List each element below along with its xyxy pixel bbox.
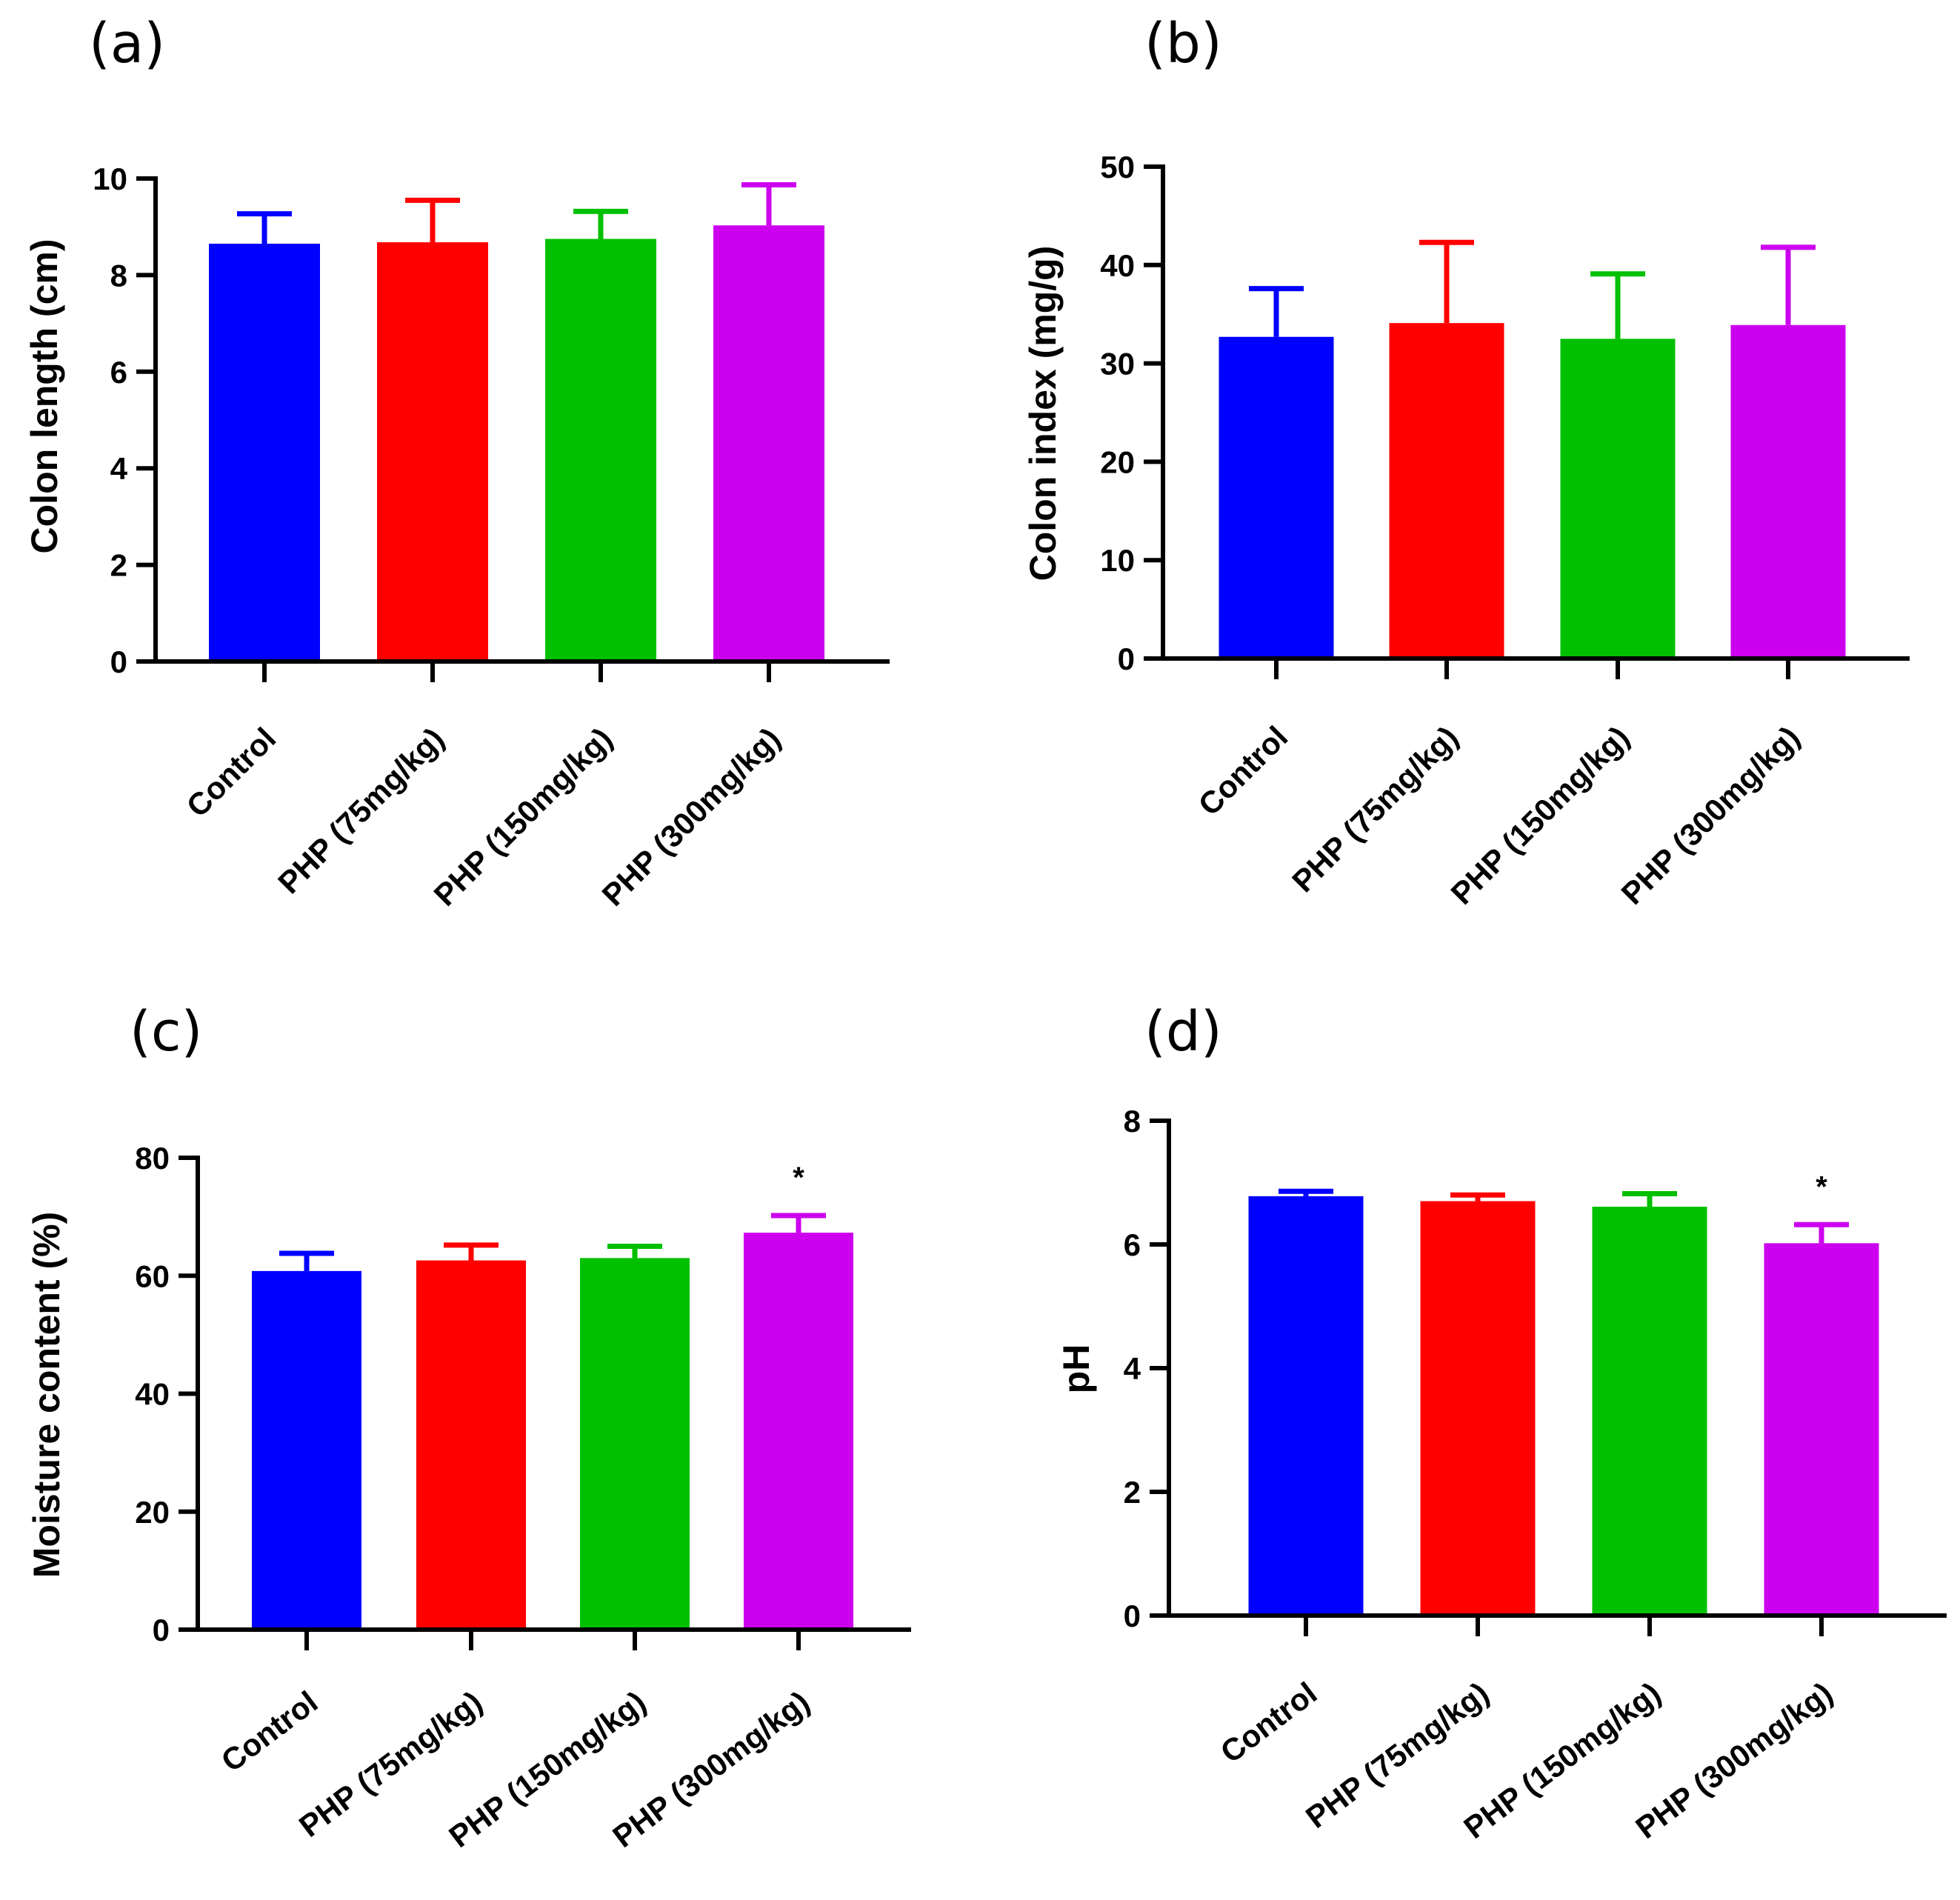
bar [1592,1207,1707,1616]
y-tick-label: 40 [1100,248,1135,283]
bar [209,244,320,661]
bar [1764,1243,1879,1616]
x-tick-label: Control [1192,719,1295,822]
y-tick-label: 2 [110,548,127,583]
y-tick-label: 10 [93,161,127,196]
y-tick-label: 6 [110,355,127,390]
bar [1730,324,1846,659]
significance-mark: * [1816,1170,1827,1203]
y-tick-label: 50 [1100,150,1135,184]
bar [416,1260,526,1630]
x-tick-label: PHP (75mg/kg) [1285,719,1464,899]
x-tick-label: PHP (150mg/kg) [427,721,619,913]
bar [1248,1196,1364,1616]
bar [1560,339,1676,659]
bar [580,1258,690,1630]
bar [545,239,656,661]
y-tick-label: 60 [135,1259,170,1293]
bar [252,1270,361,1630]
bar [744,1233,853,1630]
x-tick-label: PHP (300mg/kg) [1615,719,1807,911]
y-tick-label: 4 [1124,1351,1141,1386]
y-axis-title: Colon index (mg/g) [1022,246,1064,581]
y-tick-label: 0 [153,1613,170,1647]
y-tick-label: 40 [135,1377,170,1412]
panel-label: (a) [89,12,165,76]
y-tick-label: 2 [1124,1475,1141,1510]
significance-mark: * [793,1161,804,1194]
bar [1420,1201,1536,1616]
x-tick-label: PHP (300mg/kg) [596,721,787,913]
y-tick-label: 30 [1100,347,1135,381]
bar [1219,336,1334,659]
x-tick-label: PHP (150mg/kg) [1444,719,1636,911]
bar [377,242,488,662]
x-tick-label: PHP (75mg/kg) [271,721,450,900]
y-axis-title: Moisture content (%) [26,1212,67,1578]
y-tick-label: 20 [135,1495,170,1530]
panel-label: (c) [130,1000,202,1064]
y-tick-label: 80 [135,1141,170,1176]
bar [713,225,824,661]
y-tick-label: 10 [1100,543,1135,578]
y-tick-label: 4 [110,451,128,486]
y-tick-label: 8 [110,258,127,293]
y-axis-title: Colon length (cm) [24,239,65,554]
y-tick-label: 6 [1124,1227,1141,1262]
panel-label: (b) [1144,12,1222,76]
y-tick-label: 0 [1118,641,1135,676]
panel-label: (d) [1144,1000,1222,1064]
x-tick-label: Control [1214,1676,1324,1770]
y-tick-label: 8 [1124,1104,1141,1139]
x-tick-label: Control [180,721,283,824]
y-axis-title: pH [1056,1344,1097,1394]
y-tick-label: 20 [1100,444,1135,479]
bar [1389,323,1504,659]
x-tick-label: Control [215,1684,324,1779]
y-tick-label: 0 [110,644,127,679]
y-tick-label: 0 [1124,1599,1141,1633]
